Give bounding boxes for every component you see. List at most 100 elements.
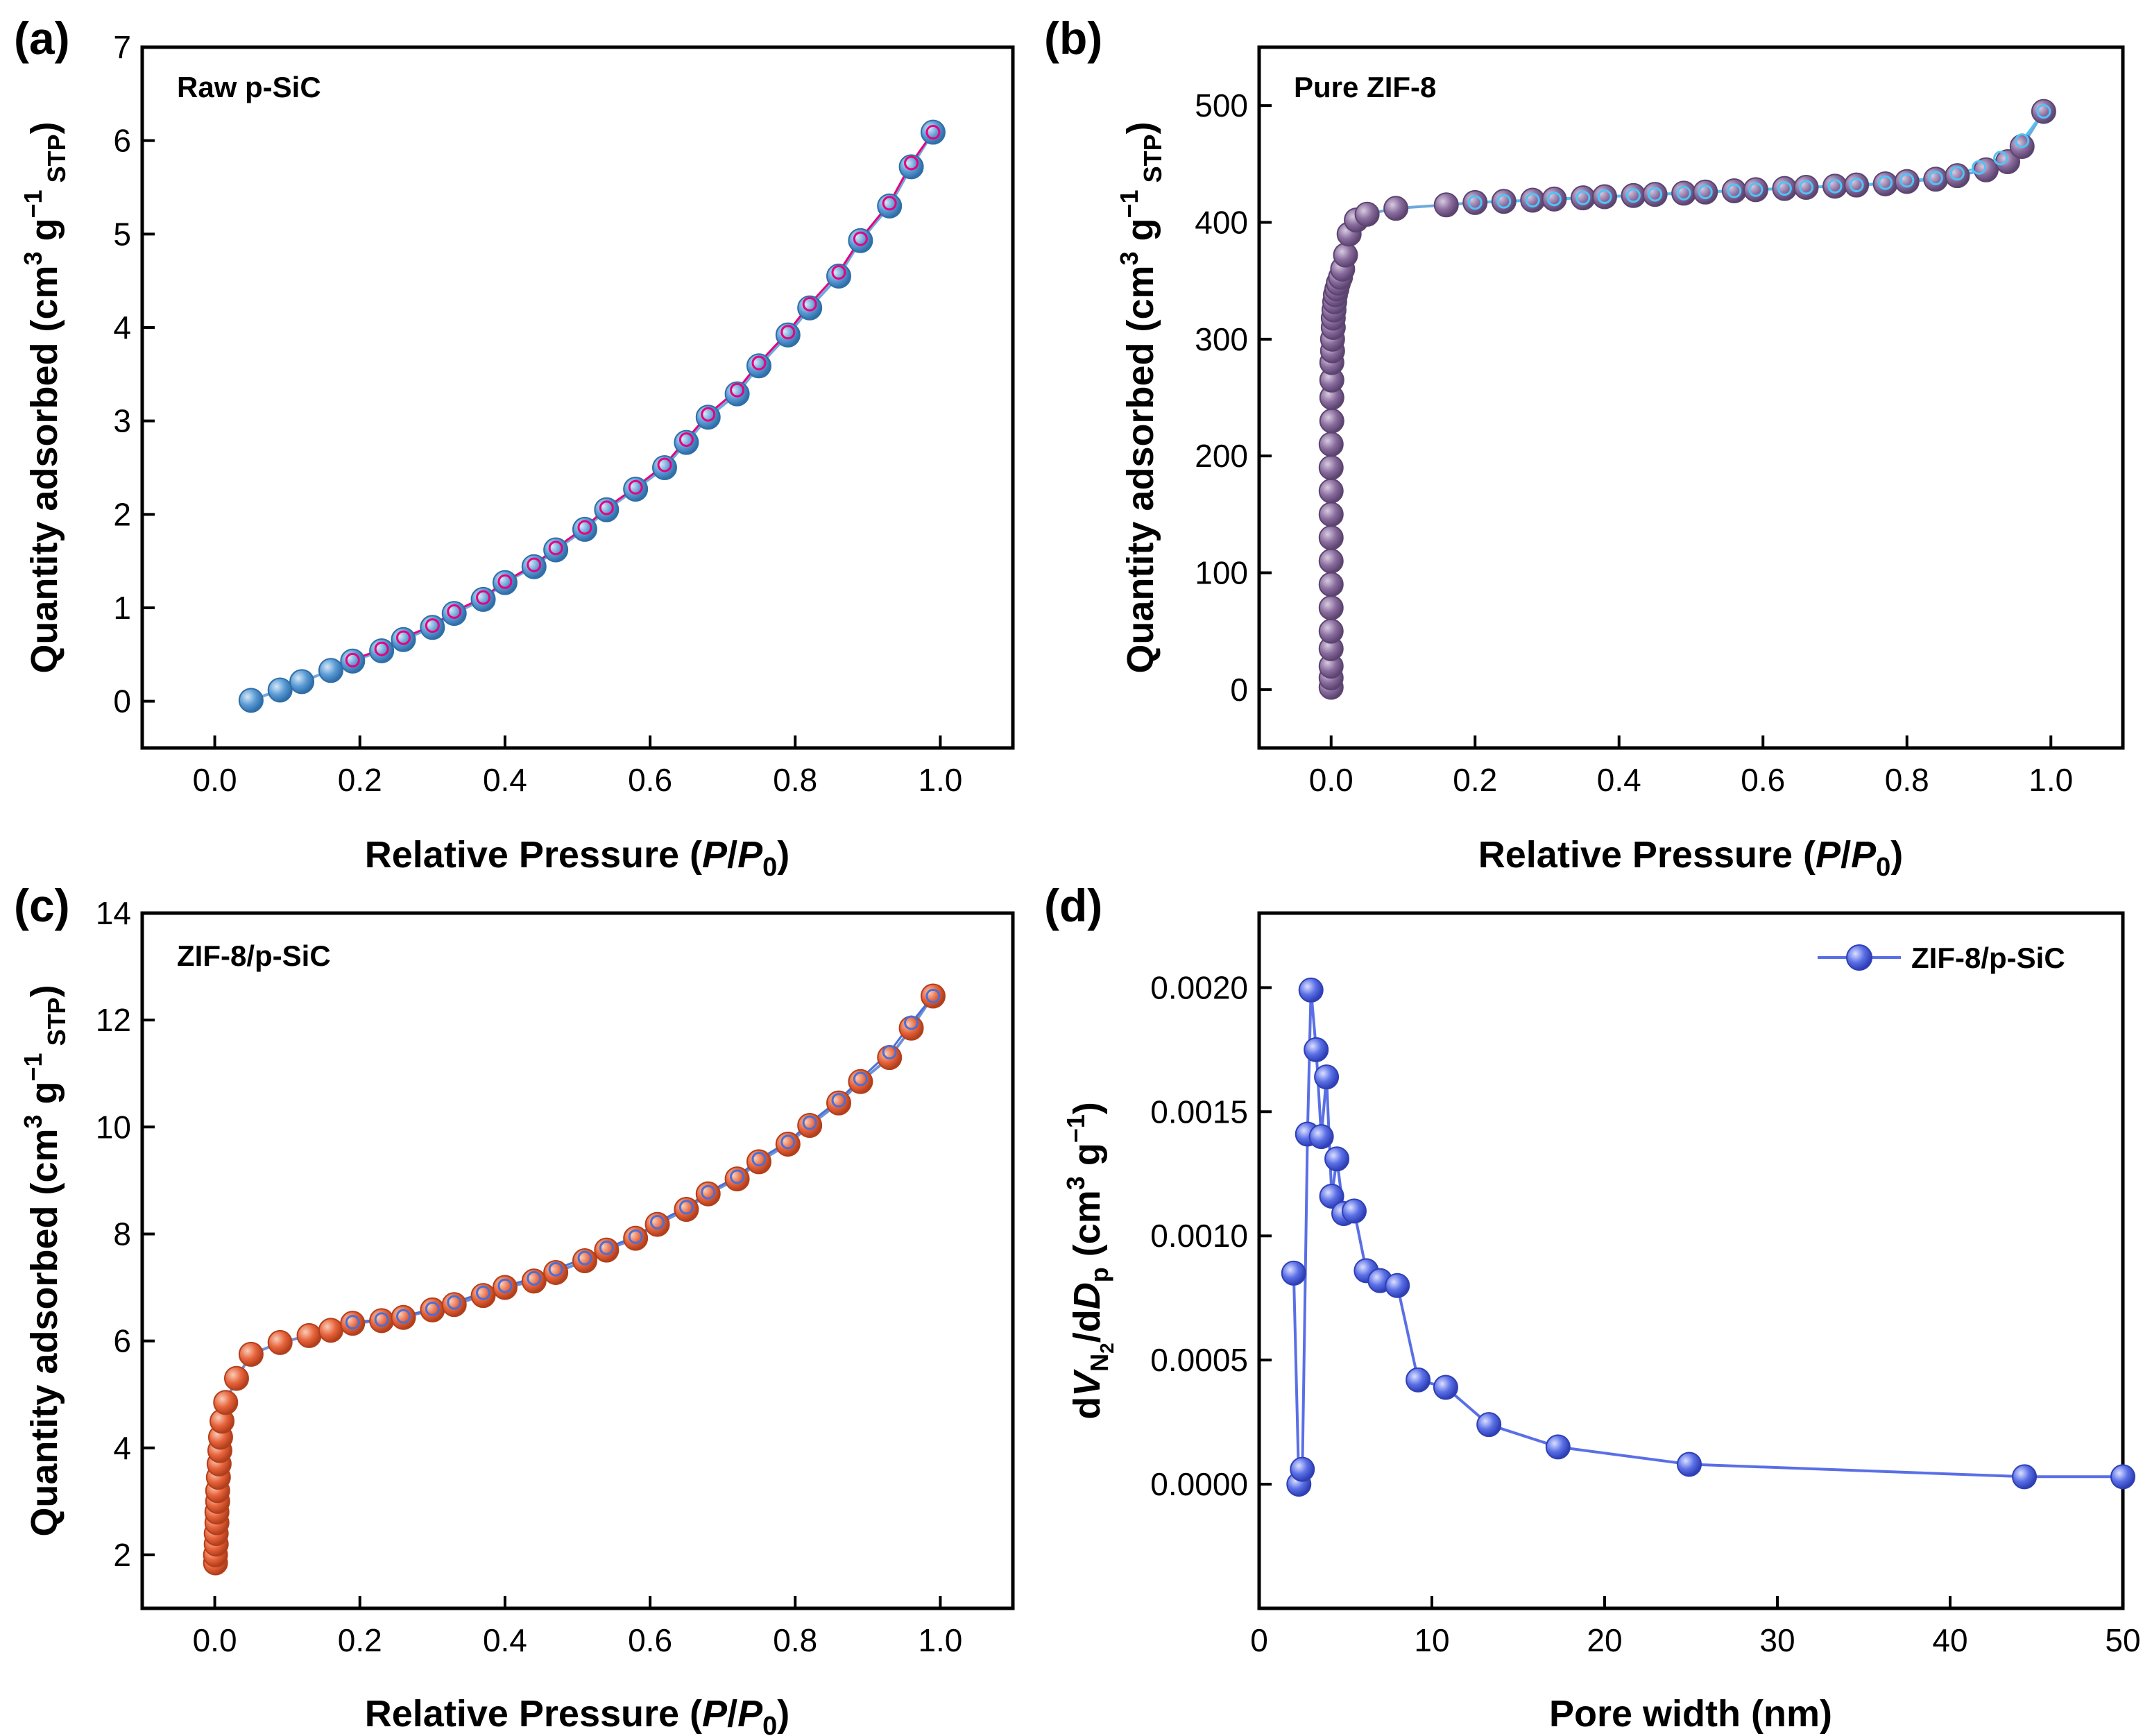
data-point	[1318, 572, 1344, 597]
x-tick-label: 10	[1414, 1622, 1449, 1658]
data-point	[1406, 1367, 1431, 1393]
desorption-point	[1467, 195, 1483, 210]
data-point	[1318, 525, 1344, 550]
panel-d: (d) 0 10 20 30 40 500.00000.00050.00100.00150…	[1044, 880, 2141, 1735]
y-axis-title: dVN2/dDp (cm3 g−1)	[1061, 1102, 1118, 1420]
y-tick-label: 2	[113, 1537, 131, 1573]
y-tick-label: 0.0010	[1150, 1218, 1248, 1254]
panel-label: (a)	[14, 12, 70, 64]
desorption-point	[497, 574, 513, 589]
data-point	[1743, 177, 1768, 203]
desorption-point	[730, 382, 745, 398]
x-axis-title: Relative Pressure (P/P0)	[365, 834, 789, 882]
data-point	[2031, 99, 2056, 124]
x-tick-label: 0.2	[338, 762, 382, 798]
desorption-point	[1727, 183, 1742, 198]
data-point	[1973, 157, 1999, 182]
desorption-point	[1748, 182, 1764, 197]
panel-label: (c)	[14, 880, 70, 931]
axis-ticks: 0 10 20 30 40 50 0.0000 0.0005 0.0010 0.0015 0.002…	[1150, 969, 2140, 1658]
y-tick-label: 2	[113, 496, 131, 532]
data-point	[238, 688, 264, 713]
data-point	[1318, 548, 1344, 574]
y-tick-label: 0.0005	[1150, 1342, 1248, 1378]
data-point	[1318, 502, 1344, 527]
x-tick-label: 0.0	[193, 762, 237, 798]
x-tick-label: 0.8	[1885, 762, 1929, 798]
data-point	[1290, 1456, 1315, 1482]
legend: ZIF-8/p-SiC	[1818, 942, 2065, 974]
data-point	[898, 154, 924, 180]
data-point	[391, 1304, 416, 1330]
y-tick-label: 0.0020	[1150, 969, 1248, 1005]
desorption-point	[447, 1295, 462, 1310]
x-axis-title: Relative Pressure (P/P0)	[365, 1693, 789, 1736]
y-tick-label: 300	[1195, 321, 1248, 357]
desorption-point	[476, 590, 491, 605]
series-markers	[203, 983, 946, 1576]
axis-ticks: 0.0 0.2 0.4 0.6 0.8 1.0 0 100 200 300 400 500	[1195, 87, 2073, 798]
data-point	[318, 1318, 343, 1343]
desorption-point	[1827, 178, 1843, 194]
y-tick-label: 5	[113, 216, 131, 252]
data-point	[1318, 432, 1344, 457]
desorption-point	[1575, 190, 1591, 205]
axis-ticks: 0.0 0.2 0.4 0.6 0.8 1.0 2 4 6 8 10 12 14	[96, 895, 963, 1658]
data-point	[267, 1329, 293, 1355]
y-tick-label: 0	[113, 683, 131, 720]
desorption-point	[1698, 185, 1713, 200]
series-line-adsorption	[250, 131, 934, 702]
data-point	[543, 1259, 569, 1285]
desorption-point	[396, 1309, 411, 1324]
data-point	[826, 263, 851, 289]
x-tick-label: 0.6	[628, 762, 672, 798]
desorption-point	[701, 407, 716, 422]
data-point	[289, 669, 315, 695]
y-tick-label: 0.0015	[1150, 1093, 1248, 1130]
plot-frame	[1257, 911, 2125, 1610]
panel-b: (b) Pure ZIF-8 0.0 0.2 0.4 0.6 0.8 1.0 0 100 200…	[1044, 12, 2125, 882]
data-point	[1570, 185, 1596, 211]
desorption-point	[548, 1261, 563, 1277]
desorption-point	[345, 652, 360, 667]
desorption-point	[1899, 173, 1915, 188]
desorption-point	[1626, 188, 1641, 203]
data-point	[340, 648, 366, 674]
data-point	[1319, 1183, 1344, 1209]
data-point	[695, 1181, 721, 1207]
data-point	[1318, 618, 1344, 644]
data-point	[1318, 595, 1344, 620]
data-point	[1793, 175, 1819, 200]
data-point	[1333, 242, 1358, 268]
desorption-point	[1972, 160, 1986, 175]
desorption-point	[657, 457, 672, 473]
inset-title: Raw p-SiC	[177, 71, 321, 103]
desorption-point	[599, 1241, 614, 1256]
desorption-point	[853, 1071, 868, 1087]
desorption-point	[853, 231, 868, 246]
legend-marker	[1846, 944, 1872, 971]
x-axis-title: Pore width (nm)	[1549, 1693, 1832, 1735]
data-point	[1433, 192, 1459, 218]
y-tick-label: 14	[96, 895, 131, 931]
data-point	[1304, 1037, 1329, 1062]
y-tick-label: 0.0000	[1150, 1466, 1248, 1502]
plot-frame	[140, 45, 1015, 750]
series-line-desorption	[352, 995, 934, 1324]
desorption-point	[780, 325, 796, 340]
x-tick-label: 40	[1932, 1622, 1967, 1658]
panel-label: (d)	[1044, 880, 1102, 931]
y-axis-title: Quantity adsorbed (cm3 g−1 STP)	[1115, 121, 1167, 673]
desorption-point	[678, 1200, 694, 1215]
y-tick-label: 3	[113, 403, 131, 439]
desorption-point	[882, 196, 897, 211]
x-tick-label: 0.2	[338, 1622, 382, 1658]
data-point	[1542, 186, 1567, 212]
desorption-point	[1597, 189, 1612, 204]
desorption-point	[1648, 187, 1663, 202]
desorption-point	[831, 1093, 846, 1108]
series-line-desorption	[352, 131, 934, 661]
y-tick-label: 1	[113, 590, 131, 626]
